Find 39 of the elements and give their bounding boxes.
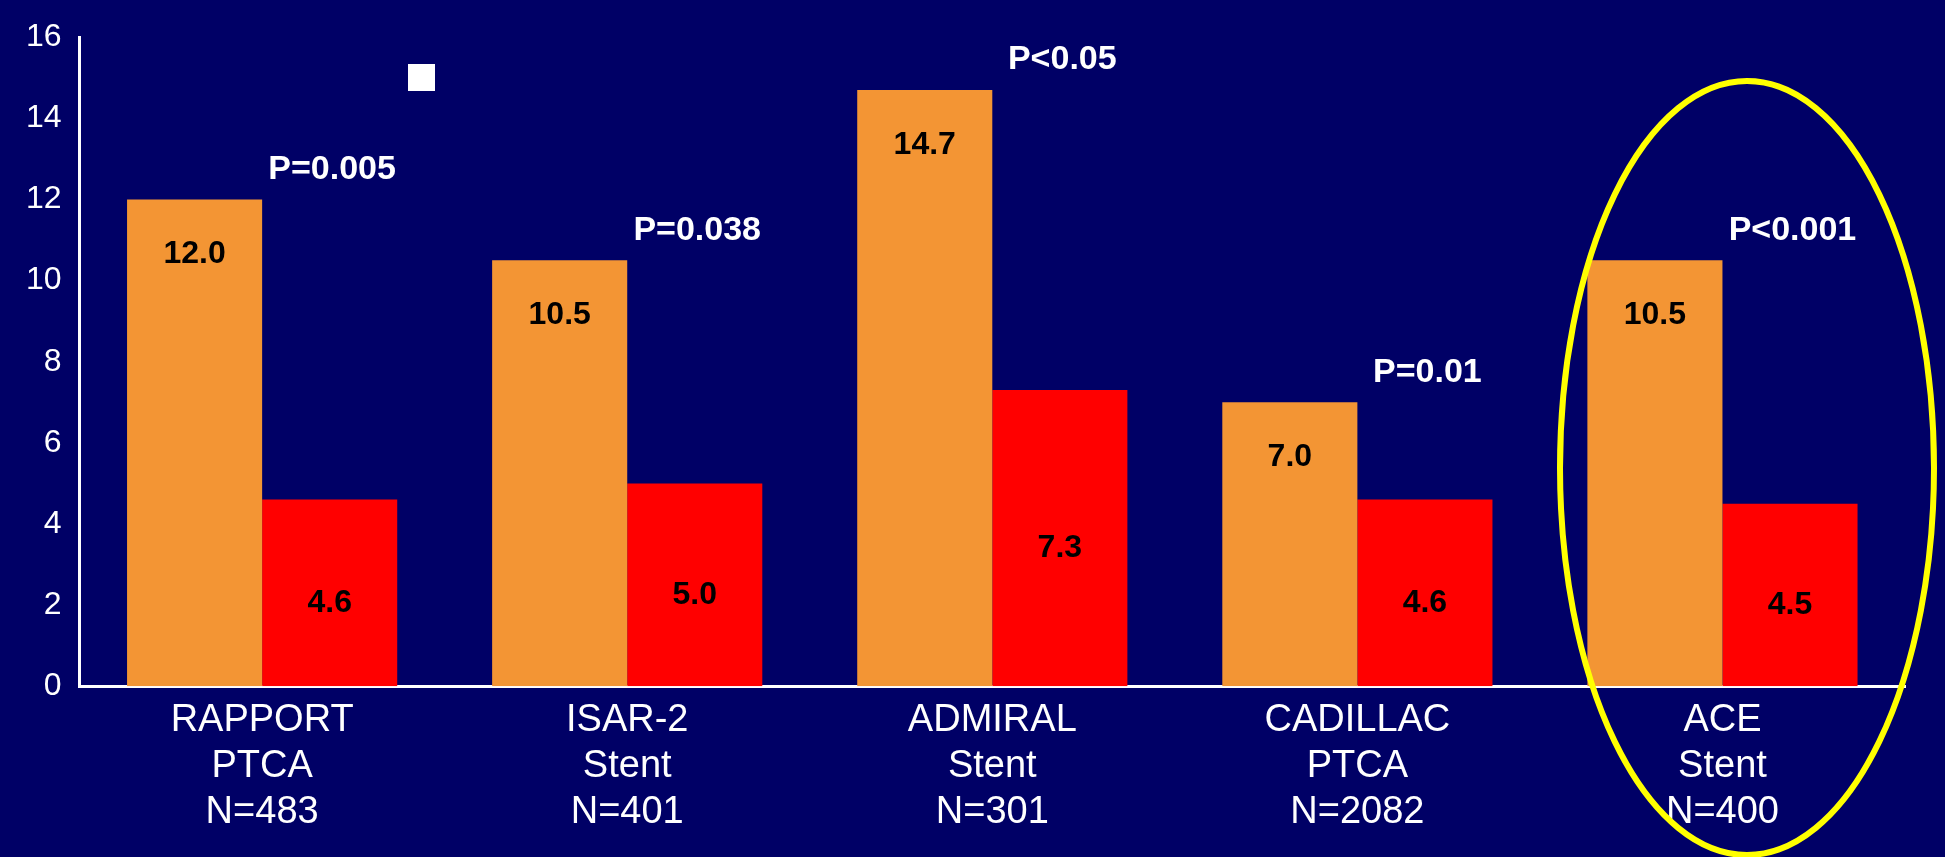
data-label: 10.5 xyxy=(1623,295,1687,332)
y-tick-label: 14 xyxy=(26,98,62,135)
x-tick-label: ACE Stent N=400 xyxy=(1665,697,1779,831)
bar xyxy=(1587,260,1723,687)
annotation: P=0.005 xyxy=(268,147,396,186)
x-tick-label: ISAR-2 Stent N=401 xyxy=(565,697,689,831)
y-tick-label: 6 xyxy=(43,422,62,459)
y-tick-label: 0 xyxy=(43,666,62,703)
data-label: 4.6 xyxy=(1402,582,1448,619)
bar xyxy=(857,89,993,687)
bar xyxy=(127,199,263,687)
y-tick-label: 12 xyxy=(26,179,62,216)
y-tick-label: 16 xyxy=(26,17,62,54)
y-tick-label: 2 xyxy=(43,584,62,621)
data-label: 7.3 xyxy=(1037,527,1083,564)
bar xyxy=(1722,503,1858,687)
bar xyxy=(1357,499,1493,687)
data-label: 4.5 xyxy=(1767,584,1813,621)
data-label: 10.5 xyxy=(528,295,591,332)
y-tick-label: 8 xyxy=(43,341,62,378)
bar xyxy=(262,499,398,687)
x-tick-label: CADILLAC PTCA N=2082 xyxy=(1264,697,1451,831)
annotation: P=0.01 xyxy=(1373,350,1482,389)
annotation: P<0.05 xyxy=(1007,38,1117,77)
data-label: 4.6 xyxy=(307,582,352,619)
data-label: 14.7 xyxy=(893,124,956,161)
bar xyxy=(627,483,763,687)
y-tick-label: 10 xyxy=(26,260,62,297)
data-label: 5.0 xyxy=(672,574,717,611)
annotation: P<0.001 xyxy=(1728,208,1857,247)
bar xyxy=(1222,402,1358,687)
x-tick-label: ADMIRAL Stent N=301 xyxy=(907,697,1077,831)
y-tick-label: 4 xyxy=(43,503,62,540)
data-label: 12.0 xyxy=(163,234,226,271)
x-tick-label: RAPPORT PTCA N=483 xyxy=(170,697,354,831)
bar xyxy=(492,260,628,687)
annotation: P=0.038 xyxy=(633,208,762,247)
data-label: 7.0 xyxy=(1267,437,1313,474)
bar xyxy=(992,390,1128,687)
